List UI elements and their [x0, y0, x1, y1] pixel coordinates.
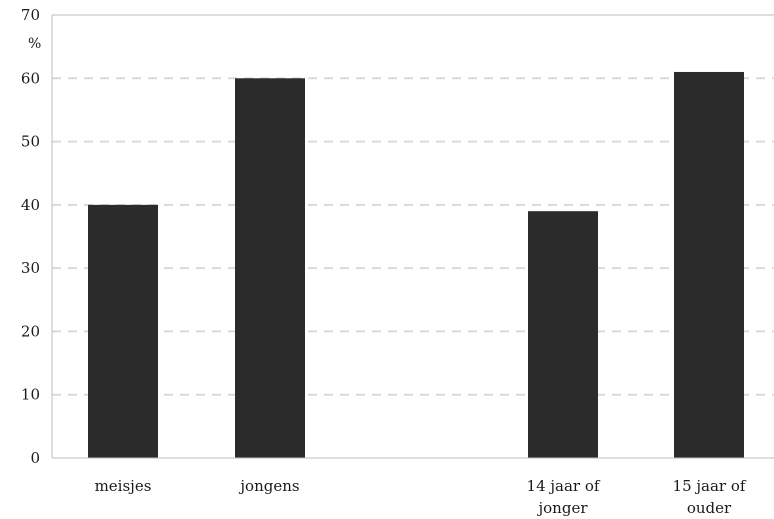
- category-label-line: jongens: [238, 477, 299, 495]
- y-tick-label: 60: [21, 69, 40, 87]
- bar: [235, 78, 305, 459]
- x-axis-labels: meisjes jongens 14 jaar of jonger 15 jaar of…: [95, 477, 747, 517]
- y-tick-label: 70: [21, 6, 40, 24]
- category-label-line: meisjes: [95, 477, 152, 495]
- category-label-line: 15 jaar of: [673, 477, 747, 495]
- y-tick-label: 40: [21, 196, 40, 214]
- category-label: 14 jaar of jonger: [527, 477, 601, 517]
- category-label: 15 jaar of ouder: [673, 477, 747, 517]
- y-tick-label: 10: [21, 386, 40, 404]
- bar: [88, 204, 158, 458]
- category-label: meisjes: [95, 477, 152, 495]
- y-tick-label: 50: [21, 133, 40, 151]
- y-axis-unit-label: %: [28, 36, 41, 52]
- category-label-line: ouder: [687, 499, 732, 517]
- y-tick-label: 20: [21, 322, 40, 340]
- category-label: jongens: [238, 477, 299, 495]
- y-tick-label: 30: [21, 259, 40, 277]
- category-label-line: jonger: [537, 499, 589, 517]
- gridlines: [52, 14, 774, 396]
- bars: [88, 71, 744, 459]
- y-tick-label: 0: [30, 449, 40, 467]
- bar: [528, 211, 598, 458]
- bar: [674, 71, 744, 458]
- category-label-line: 14 jaar of: [527, 477, 601, 495]
- y-axis: 0 10 20 30 40 50 60 70: [21, 6, 53, 467]
